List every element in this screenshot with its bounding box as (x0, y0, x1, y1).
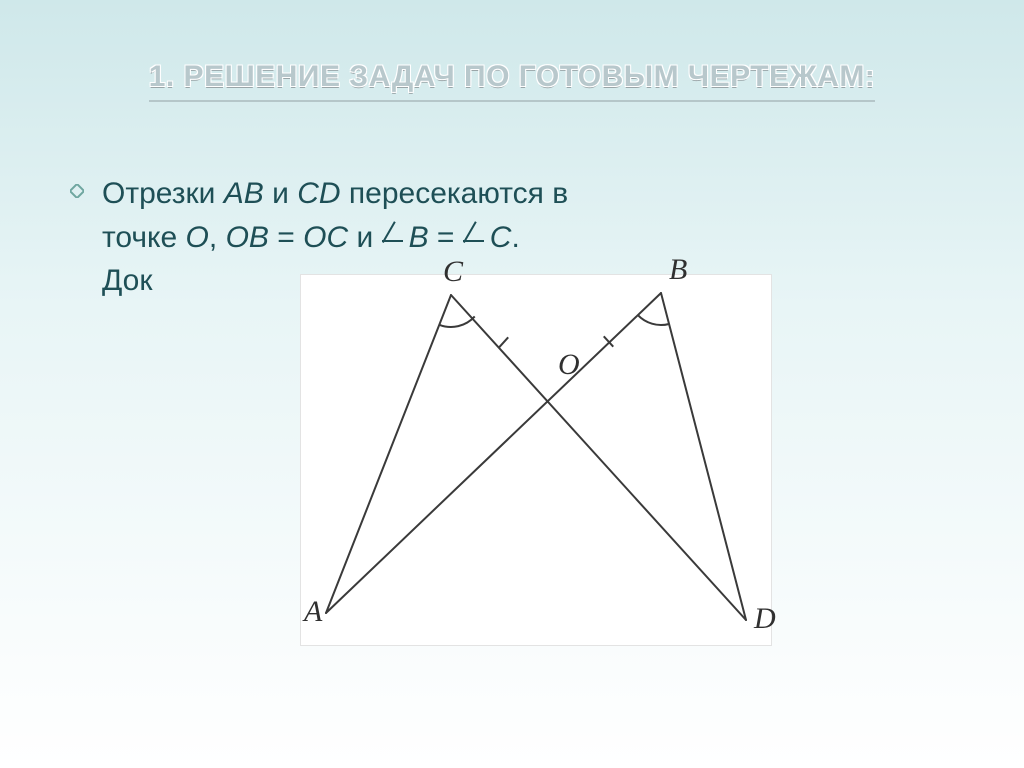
text: , (209, 221, 226, 254)
geometry-figure: ADCBO (300, 274, 772, 646)
title-block: 1. РЕШЕНИЕ ЗАДАЧ ПО ГОТОВЫМ ЧЕРТЕЖАМ: (40, 60, 984, 102)
text: и (348, 221, 381, 254)
text: . (511, 221, 519, 254)
text: и (264, 177, 297, 210)
bullet-icon (70, 184, 84, 198)
text: точке (102, 221, 186, 254)
equals: = (429, 221, 463, 254)
text: Док (102, 264, 152, 297)
text: Отрезки (102, 177, 224, 210)
eq-left: OB (226, 221, 269, 254)
slide: 1. РЕШЕНИЕ ЗАДАЧ ПО ГОТОВЫМ ЧЕРТЕЖАМ: От… (0, 0, 1024, 768)
segment-ab: AB (224, 177, 264, 210)
figure-label-b: B (669, 253, 687, 287)
figure-label-o: O (558, 348, 580, 382)
slide-title: 1. РЕШЕНИЕ ЗАДАЧ ПО ГОТОВЫМ ЧЕРТЕЖАМ: (149, 60, 876, 102)
segment-cd: CD (297, 177, 340, 210)
figure-svg (301, 275, 771, 645)
point-o: O (186, 221, 209, 254)
equals: = (269, 221, 303, 254)
figure-label-d: D (754, 602, 776, 636)
figure-label-c: C (443, 255, 463, 289)
figure-label-a: A (304, 595, 322, 629)
eq-right: OC (303, 221, 348, 254)
text: пересекаются в (341, 177, 569, 210)
angle-c: C (490, 221, 512, 254)
angle-b: B (409, 221, 429, 254)
